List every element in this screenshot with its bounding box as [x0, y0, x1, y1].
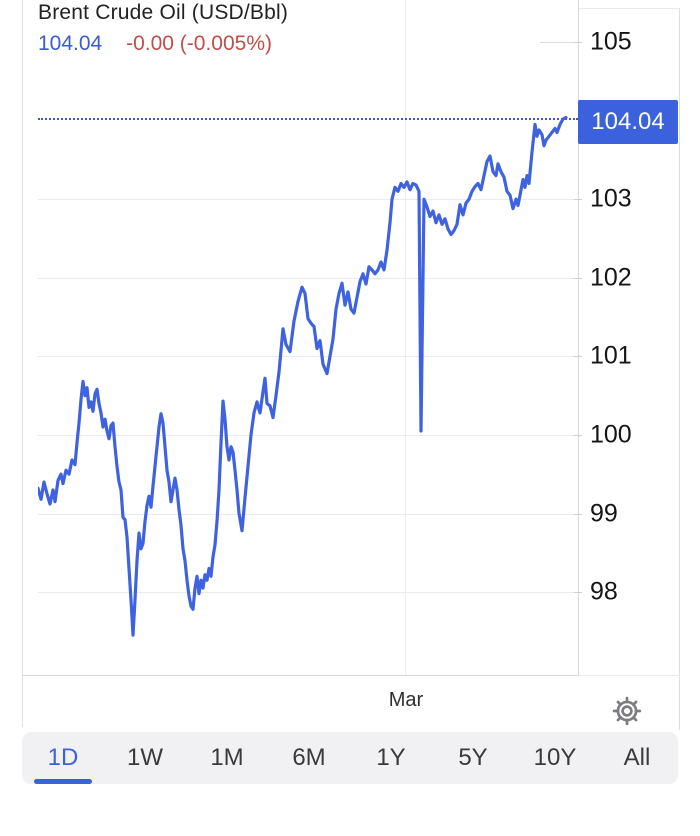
gridline-102	[38, 277, 578, 279]
chart-header: Brent Crude Oil (USD/Bbl) 104.04 -0.00 (…	[38, 1, 288, 56]
gridline-103	[38, 199, 578, 201]
axis-top-border	[578, 8, 680, 9]
tab-5y[interactable]: 5Y	[432, 732, 514, 784]
tab-label: 1W	[127, 744, 163, 771]
tab-label: 5Y	[458, 744, 488, 771]
y-tick-100	[574, 434, 582, 436]
tab-1d[interactable]: 1D	[22, 732, 104, 784]
gridline-101	[38, 356, 578, 358]
y-tick-99	[574, 513, 582, 515]
y-label-105: 105	[590, 27, 632, 56]
month-gridline	[405, 0, 406, 675]
tab-label: 1Y	[376, 744, 406, 771]
gear-icon	[612, 696, 642, 726]
gridline-99	[38, 513, 578, 515]
y-tick-98	[574, 592, 582, 593]
tab-6m[interactable]: 6M	[268, 732, 350, 784]
chart-bottom-border	[22, 675, 578, 676]
tab-label: All	[623, 744, 651, 771]
gridline-stub-105	[540, 42, 578, 43]
x-axis-month-label: Mar	[388, 689, 424, 711]
active-tab-underline	[34, 779, 92, 784]
y-tick-105	[574, 42, 582, 43]
y-label-99: 99	[590, 499, 618, 527]
y-axis: 105 103 102 101 100 99 98 104.04	[574, 0, 680, 730]
y-label-103: 103	[590, 184, 632, 213]
time-range-tab-bar: 1D 1W 1M 6M 1Y 5Y 10Y All	[22, 732, 678, 784]
last-price-dotted-line	[38, 117, 578, 120]
price-change-value: -0.00 (-0.005%)	[126, 32, 272, 55]
tab-label: 10Y	[533, 744, 577, 771]
y-tick-103	[574, 199, 582, 201]
axis-left-border	[578, 0, 579, 675]
y-label-101: 101	[590, 341, 632, 370]
price-line-series	[38, 115, 568, 637]
gridline-98	[38, 592, 578, 593]
tab-1w[interactable]: 1W	[104, 732, 186, 784]
tab-label: 6M	[292, 744, 326, 771]
tab-all[interactable]: All	[596, 732, 678, 784]
y-tick-102	[574, 277, 582, 279]
left-divider	[22, 0, 23, 727]
gridline-100	[38, 434, 578, 436]
tab-10y[interactable]: 10Y	[514, 732, 596, 784]
last-price-value: 104.04	[38, 32, 103, 55]
last-price-badge: 104.04	[578, 99, 678, 144]
axis-right-border	[679, 8, 680, 730]
instrument-title: Brent Crude Oil (USD/Bbl)	[38, 1, 289, 24]
price-row: 104.04 -0.00 (-0.005%)	[38, 32, 288, 56]
settings-gear-icon[interactable]	[610, 694, 644, 728]
y-tick-101	[574, 356, 582, 358]
chart-plot-area[interactable]	[38, 0, 578, 675]
tab-label: 1D	[47, 744, 79, 771]
y-label-98: 98	[590, 577, 618, 606]
tab-1y[interactable]: 1Y	[350, 732, 432, 784]
y-label-102: 102	[590, 263, 632, 292]
tab-label: 1M	[210, 744, 244, 771]
chart-bottom-border-ext	[578, 675, 680, 676]
tab-1m[interactable]: 1M	[186, 732, 268, 784]
y-label-100: 100	[590, 420, 632, 449]
